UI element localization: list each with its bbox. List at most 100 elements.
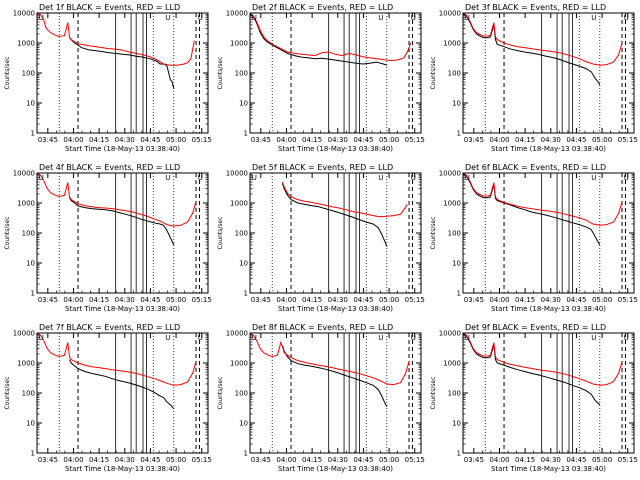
y-tick-label: 100 xyxy=(448,70,461,78)
marker-u: U xyxy=(624,334,629,342)
x-axis-label: Start Time (18-May-13 03:38:40) xyxy=(278,465,393,473)
x-tick-label: 04:30 xyxy=(541,456,561,464)
x-tick-label: 05:15 xyxy=(405,296,425,304)
series-line-events xyxy=(282,183,388,247)
x-tick-label: 04:30 xyxy=(328,456,348,464)
y-tick-label: 10 xyxy=(452,420,461,428)
y-tick-label: 10 xyxy=(26,100,35,108)
marker-u: U xyxy=(165,14,170,22)
chart-panel-4: Det 4f BLACK = Events, RED = LLD Counts/s… xyxy=(4,163,212,313)
y-tick-label: 10 xyxy=(26,260,35,268)
y-tick-label: 100 xyxy=(235,230,248,238)
marker-u: U xyxy=(252,174,257,182)
y-tick-label: 10 xyxy=(239,260,248,268)
y-tick-label: 100 xyxy=(22,70,35,78)
x-tick-label: 05:15 xyxy=(405,456,425,464)
x-tick-label: 04:45 xyxy=(140,456,160,464)
y-tick-label: 100 xyxy=(448,390,461,398)
series-line-lld xyxy=(249,332,410,386)
y-tick-label: 100 xyxy=(22,390,35,398)
y-axis-label: Counts/sec xyxy=(4,56,11,89)
y-tick-label: 10000 xyxy=(439,10,461,18)
marker-u: U xyxy=(39,14,44,22)
y-tick-label: 10 xyxy=(26,420,35,428)
x-tick-label: 04:00 xyxy=(489,456,509,464)
marker-u: U xyxy=(165,334,170,342)
y-tick-label: 1 xyxy=(457,130,461,138)
y-tick-label: 10 xyxy=(239,100,248,108)
x-tick-label: 04:15 xyxy=(302,136,322,144)
marker-u: U xyxy=(198,174,203,182)
x-tick-label: 04:00 xyxy=(63,296,83,304)
y-tick-label: 1 xyxy=(244,290,248,298)
x-tick-label: 04:00 xyxy=(276,456,296,464)
x-tick-label: 04:45 xyxy=(353,136,373,144)
chart-title: Det 1f BLACK = Events, RED = LLD xyxy=(39,3,180,12)
x-tick-label: 03:45 xyxy=(464,456,484,464)
x-tick-label: 05:00 xyxy=(166,136,186,144)
x-tick-label: 04:00 xyxy=(489,296,509,304)
marker-u: U xyxy=(378,174,383,182)
plot-frame xyxy=(249,332,422,454)
x-tick-label: 04:45 xyxy=(140,136,160,144)
x-tick-label: 03:45 xyxy=(464,136,484,144)
x-tick-label: 04:45 xyxy=(566,296,586,304)
x-tick-label: 04:15 xyxy=(515,456,535,464)
marker-u: U xyxy=(591,174,596,182)
x-tick-label: 05:15 xyxy=(618,136,638,144)
y-axis-label: Counts/sec xyxy=(217,56,224,89)
x-tick-label: 04:30 xyxy=(115,296,135,304)
plot-frame xyxy=(36,332,209,454)
y-tick-label: 1 xyxy=(31,450,35,458)
y-tick-label: 1000 xyxy=(17,200,35,208)
x-tick-label: 04:15 xyxy=(89,296,109,304)
y-axis-label: Counts/sec xyxy=(217,376,224,409)
y-tick-label: 1000 xyxy=(17,360,35,368)
chart-panel-1: Det 1f BLACK = Events, RED = LLD Counts/s… xyxy=(4,3,212,153)
series-line-lld xyxy=(249,12,412,62)
series-line-events xyxy=(69,359,175,410)
y-tick-label: 10000 xyxy=(226,10,248,18)
marker-u: U xyxy=(465,334,470,342)
chart-title: Det 5f BLACK = Events, RED = LLD xyxy=(252,163,393,172)
y-tick-label: 1 xyxy=(31,290,35,298)
x-tick-label: 04:45 xyxy=(353,456,373,464)
x-tick-label: 04:30 xyxy=(115,456,135,464)
x-tick-label: 04:00 xyxy=(276,136,296,144)
x-tick-label: 05:00 xyxy=(166,296,186,304)
y-tick-label: 1 xyxy=(457,450,461,458)
x-tick-label: 04:00 xyxy=(63,136,83,144)
plot-frame xyxy=(462,332,635,454)
series-line-lld xyxy=(462,12,623,66)
y-tick-label: 10000 xyxy=(226,330,248,338)
x-tick-label: 04:45 xyxy=(353,296,373,304)
x-tick-label: 03:45 xyxy=(38,456,58,464)
marker-u: U xyxy=(378,14,383,22)
y-tick-label: 10000 xyxy=(439,330,461,338)
x-tick-label: 05:15 xyxy=(618,296,638,304)
y-tick-label: 10000 xyxy=(13,10,35,18)
y-tick-label: 1 xyxy=(31,130,35,138)
x-tick-label: 04:00 xyxy=(276,296,296,304)
y-tick-label: 1000 xyxy=(230,360,248,368)
y-tick-label: 1000 xyxy=(230,200,248,208)
series-line-events xyxy=(69,37,175,89)
x-axis-label: Start Time (18-May-13 03:38:40) xyxy=(65,465,180,473)
marker-u: U xyxy=(39,334,44,342)
x-tick-label: 05:00 xyxy=(379,136,399,144)
y-tick-label: 10000 xyxy=(13,170,35,178)
x-axis-label: Start Time (18-May-13 03:38:40) xyxy=(491,305,606,313)
marker-u: U xyxy=(198,14,203,22)
series-line-events xyxy=(462,13,601,86)
y-tick-label: 1000 xyxy=(443,360,461,368)
y-tick-label: 10000 xyxy=(13,330,35,338)
chart-title: Det 6f BLACK = Events, RED = LLD xyxy=(465,163,606,172)
chart-title: Det 2f BLACK = Events, RED = LLD xyxy=(252,3,393,12)
series-line-lld xyxy=(462,172,623,226)
chart-panel-8: Det 8f BLACK = Events, RED = LLD Counts/s… xyxy=(217,323,425,473)
series-line-lld xyxy=(462,332,623,386)
x-tick-label: 04:30 xyxy=(541,136,561,144)
x-tick-label: 04:15 xyxy=(89,136,109,144)
series-line-lld xyxy=(36,172,197,227)
